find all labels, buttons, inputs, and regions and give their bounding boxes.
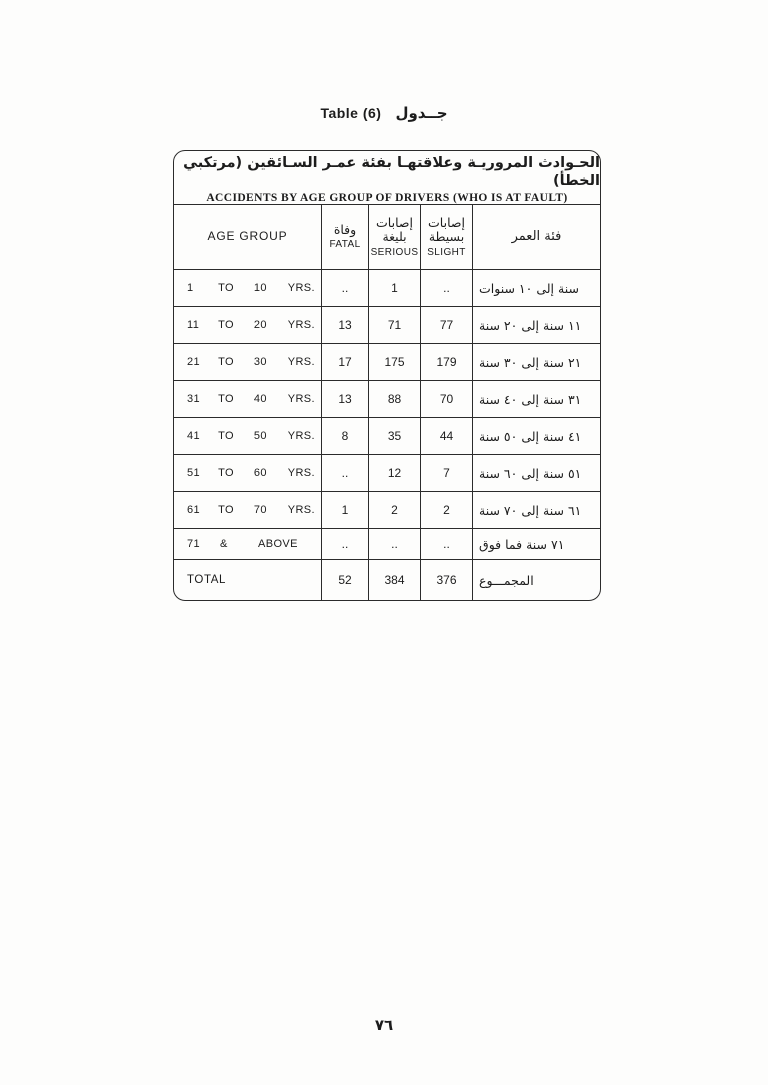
fatal-value: 8 (321, 418, 368, 454)
serious-value: 1 (368, 270, 420, 306)
age-range-arabic: ١١ سنة إلى ٢٠ سنة (472, 307, 600, 343)
table-total-row: TOTAL 52 384 376 المجمـــوع (174, 559, 600, 600)
fatal-value: 13 (321, 307, 368, 343)
table-row: 11 TO 20 YRS. 13 71 77 ١١ سنة إلى ٢٠ سنة (174, 306, 600, 343)
age-range-cell: 61 TO 70 YRS. (187, 504, 315, 516)
fatal-value: 1 (321, 492, 368, 528)
age-range-cell: 1 TO 10 YRS. (187, 282, 315, 294)
document-title-arabic: جــدول (395, 104, 448, 122)
table-row: 31 TO 40 YRS. 13 88 70 ٣١ سنة إلى ٤٠ سنة (174, 380, 600, 417)
table-caption-band: الحـوادث المروريـة وعلاقتهـا بفئة عمـر ا… (174, 151, 600, 205)
table-row: 41 TO 50 YRS. 8 35 44 ٤١ سنة إلى ٥٠ سنة (174, 417, 600, 454)
table-caption-arabic: الحـوادث المروريـة وعلاقتهـا بفئة عمـر ا… (183, 154, 600, 189)
page-number: ٧٦ (374, 1016, 394, 1034)
age-range-cell: 51 TO 60 YRS. (187, 467, 315, 479)
header-fatal: وفاة FATAL (321, 205, 368, 269)
table-row: 71 & ABOVE .. .. .. ٧١ سنة فما فوق (174, 528, 600, 559)
age-range-arabic: ٥١ سنة إلى ٦٠ سنة (472, 455, 600, 491)
fatal-value: .. (321, 529, 368, 559)
header-slight: إصابات بسيطة SLIGHT (420, 205, 472, 269)
slight-value: 2 (420, 492, 472, 528)
age-range-arabic: سنة إلى ١٠ سنوات (472, 270, 600, 306)
serious-value: 71 (368, 307, 420, 343)
header-serious: إصابات بليغة SERIOUS (368, 205, 420, 269)
age-range-cell: 11 TO 20 YRS. (187, 319, 315, 331)
serious-value: 12 (368, 455, 420, 491)
age-range-arabic: ٧١ سنة فما فوق (472, 529, 600, 559)
table-row: 61 TO 70 YRS. 1 2 2 ٦١ سنة إلى ٧٠ سنة (174, 491, 600, 528)
age-range-arabic: ٢١ سنة إلى ٣٠ سنة (472, 344, 600, 380)
document-title: Table (6) جــدول (0, 104, 768, 122)
fatal-value: 17 (321, 344, 368, 380)
total-label: TOTAL (187, 574, 226, 586)
total-serious: 384 (368, 560, 420, 600)
total-slight: 376 (420, 560, 472, 600)
table-caption-english: ACCIDENTS BY AGE GROUP OF DRIVERS (WHO I… (206, 192, 568, 205)
table-row: 51 TO 60 YRS. .. 12 7 ٥١ سنة إلى ٦٠ سنة (174, 454, 600, 491)
accidents-table: الحـوادث المروريـة وعلاقتهـا بفئة عمـر ا… (173, 150, 601, 601)
document-title-latin: Table (6) (320, 105, 382, 121)
table-row: 21 TO 30 YRS. 17 175 179 ٢١ سنة إلى ٣٠ س… (174, 343, 600, 380)
slight-value: 7 (420, 455, 472, 491)
slight-value: 77 (420, 307, 472, 343)
header-age-group: AGE GROUP (207, 229, 288, 244)
serious-value: 88 (368, 381, 420, 417)
slight-value: 44 (420, 418, 472, 454)
fatal-value: 13 (321, 381, 368, 417)
fatal-value: .. (321, 455, 368, 491)
age-range-arabic: ٣١ سنة إلى ٤٠ سنة (472, 381, 600, 417)
serious-value: 2 (368, 492, 420, 528)
age-range-cell: 31 TO 40 YRS. (187, 393, 315, 405)
total-fatal: 52 (321, 560, 368, 600)
fatal-value: .. (321, 270, 368, 306)
age-range-arabic: ٦١ سنة إلى ٧٠ سنة (472, 492, 600, 528)
slight-value: .. (420, 529, 472, 559)
age-range-arabic: ٤١ سنة إلى ٥٠ سنة (472, 418, 600, 454)
table-row: 1 TO 10 YRS. .. 1 .. سنة إلى ١٠ سنوات (174, 269, 600, 306)
serious-value: 175 (368, 344, 420, 380)
serious-value: .. (368, 529, 420, 559)
slight-value: 179 (420, 344, 472, 380)
age-range-cell: 21 TO 30 YRS. (187, 356, 315, 368)
slight-value: 70 (420, 381, 472, 417)
table-header-row: AGE GROUP وفاة FATAL إصابات بليغة SERIOU… (174, 205, 600, 269)
header-age-category-arabic: فئة العمر (472, 205, 600, 269)
serious-value: 35 (368, 418, 420, 454)
total-arabic: المجمـــوع (472, 560, 600, 600)
age-range-cell: 71 & ABOVE (187, 538, 298, 550)
age-range-cell: 41 TO 50 YRS. (187, 430, 315, 442)
slight-value: .. (420, 270, 472, 306)
